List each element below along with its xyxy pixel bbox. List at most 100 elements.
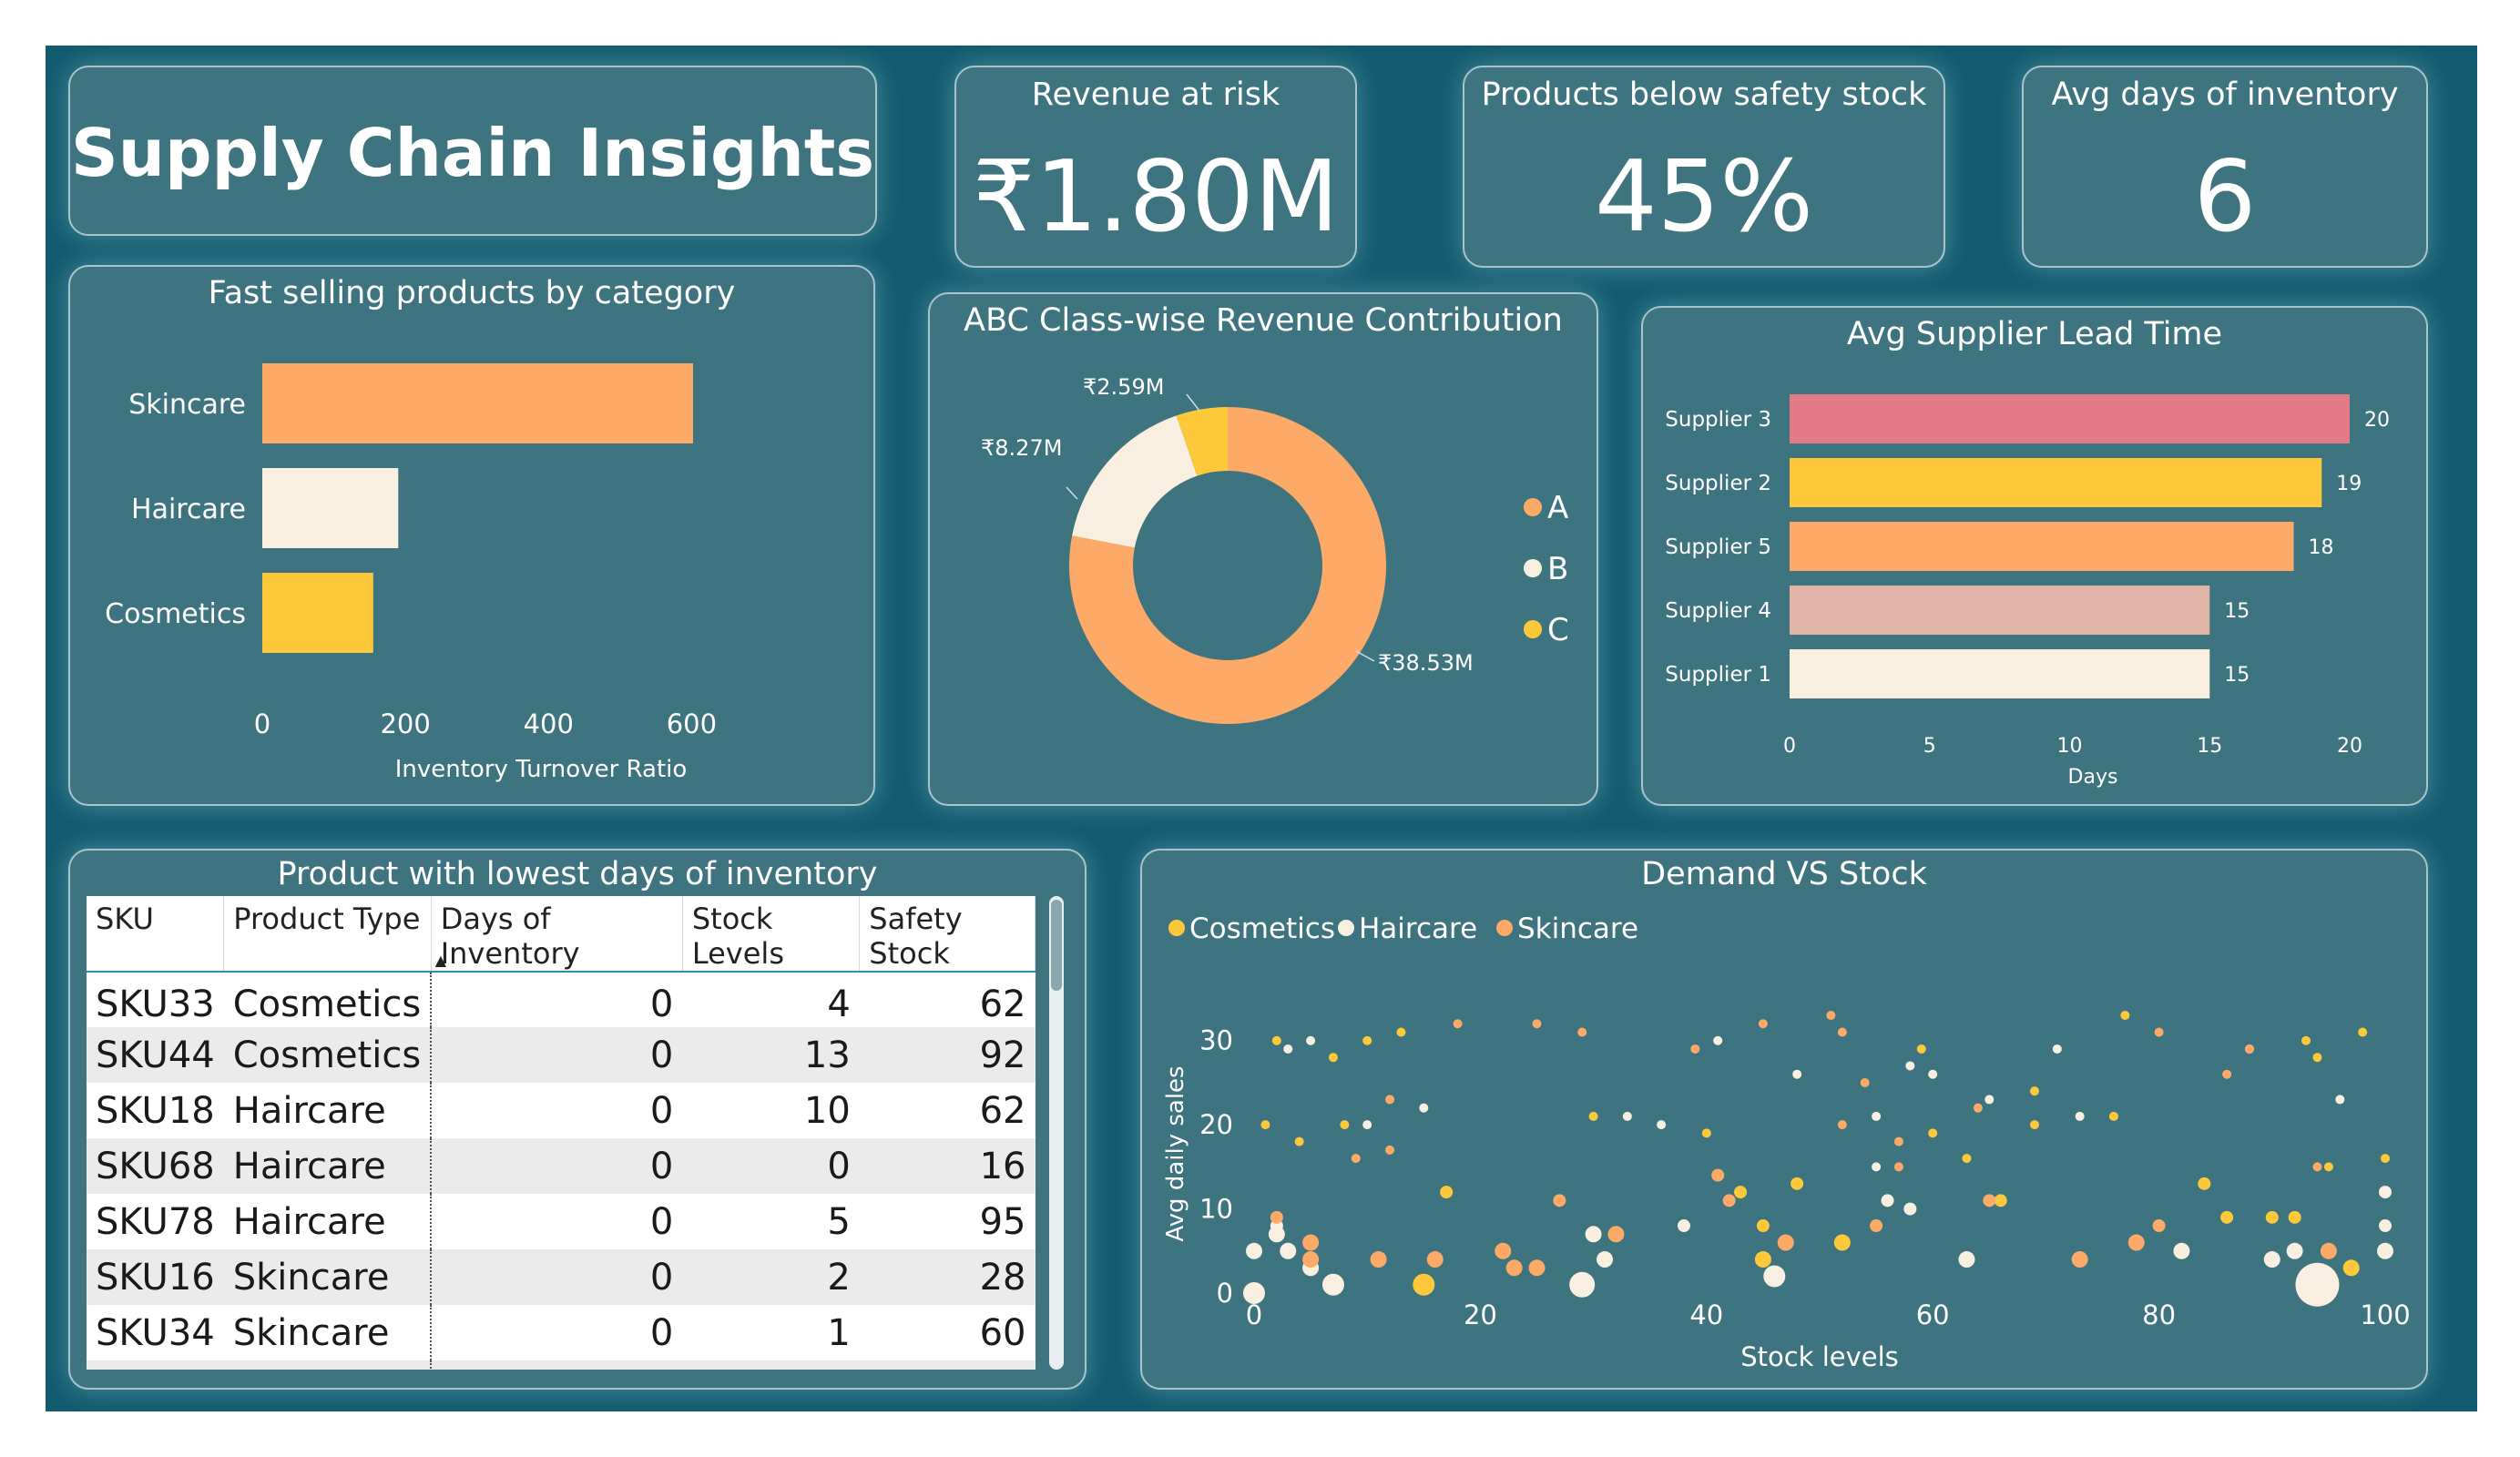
scatter-point-cosmetics[interactable]	[1754, 1251, 1771, 1269]
kpi-below-safety-stock[interactable]: Products below safety stock 45%	[1463, 66, 1945, 268]
scatter-point-cosmetics[interactable]	[2029, 1086, 2039, 1096]
scatter-point-cosmetics[interactable]	[2029, 1120, 2039, 1130]
scatter-point-cosmetics[interactable]	[2220, 1210, 2234, 1224]
scatter-point-skincare[interactable]	[1758, 1019, 1768, 1029]
scatter-point-skincare[interactable]	[1893, 1136, 1903, 1146]
table-row[interactable]: SKU16 Skincare 0 2 28	[87, 1249, 1036, 1305]
scatter-point-skincare[interactable]	[1385, 1095, 1395, 1105]
scatter-point-skincare[interactable]	[1270, 1210, 1283, 1224]
scatter-point-skincare[interactable]	[1870, 1219, 1883, 1233]
scatter-point-skincare[interactable]	[2154, 1027, 2164, 1037]
scatter-point-cosmetics[interactable]	[1701, 1128, 1711, 1138]
scatter-point-cosmetics[interactable]	[1440, 1186, 1454, 1199]
scatter-point-cosmetics[interactable]	[1396, 1027, 1406, 1037]
fast-selling-chart-card[interactable]: Fast selling products by category Skinca…	[68, 265, 875, 806]
scatter-point-haircare[interactable]	[2335, 1095, 2345, 1105]
column-header[interactable]: SKU	[87, 896, 225, 973]
scatter-point-haircare[interactable]	[1243, 1282, 1265, 1304]
scatter-point-skincare[interactable]	[1973, 1103, 1983, 1113]
scatter-point-skincare[interactable]	[2071, 1251, 2088, 1269]
scatter-point-skincare[interactable]	[1351, 1154, 1361, 1164]
scatter-point-cosmetics[interactable]	[1294, 1136, 1304, 1146]
scatter-point-haircare[interactable]	[1622, 1111, 1632, 1121]
scatter-point-haircare[interactable]	[1306, 1035, 1316, 1045]
scatter-point-cosmetics[interactable]	[2108, 1111, 2118, 1121]
scatter-point-haircare[interactable]	[1792, 1069, 1802, 1079]
scatter-point-skincare[interactable]	[1532, 1019, 1542, 1029]
scatter-point-haircare[interactable]	[1321, 1273, 1344, 1296]
scatter-point-haircare[interactable]	[2052, 1044, 2062, 1054]
scatter-point-skincare[interactable]	[1453, 1019, 1463, 1029]
scatter-point-cosmetics[interactable]	[2198, 1177, 2211, 1190]
column-header[interactable]: Product Type	[223, 896, 432, 973]
scatter-point-cosmetics[interactable]	[2381, 1154, 2390, 1164]
scatter-point-skincare[interactable]	[1385, 1145, 1395, 1155]
bar-supplier-5[interactable]	[1790, 522, 2294, 571]
scatter-point-cosmetics[interactable]	[2120, 1011, 2130, 1020]
scatter-point-cosmetics[interactable]	[1994, 1194, 2007, 1207]
scatter-point-cosmetics[interactable]	[2288, 1210, 2301, 1224]
scatter-point-haircare[interactable]	[1657, 1120, 1667, 1130]
scatter-point-cosmetics[interactable]	[1413, 1273, 1435, 1296]
table-scrollbar[interactable]	[1049, 896, 1064, 1370]
column-header[interactable]: Safety Stock	[859, 896, 1036, 973]
scatter-point-haircare[interactable]	[1677, 1219, 1690, 1233]
scatter-point-skincare[interactable]	[1860, 1077, 1870, 1087]
scatter-point-skincare[interactable]	[1777, 1234, 1794, 1251]
bar-haircare[interactable]	[262, 468, 399, 548]
scatter-point-cosmetics[interactable]	[1916, 1044, 1926, 1054]
supplier-lead-time-card[interactable]: Avg Supplier Lead Time Supplier 3 20 Suppl…	[1641, 306, 2428, 806]
abc-donut-card[interactable]: ABC Class-wise Revenue Contribution ₹38.…	[928, 292, 1598, 806]
scatter-point-haircare[interactable]	[1763, 1265, 1786, 1288]
bar-cosmetics[interactable]	[262, 573, 373, 653]
lowest-inventory-table-card[interactable]: Product with lowest days of inventory SK…	[68, 849, 1087, 1390]
table-row[interactable]: SKU34 Skincare 0 1 60	[87, 1305, 1036, 1360]
scatter-point-haircare[interactable]	[2286, 1242, 2303, 1259]
scatter-point-haircare[interactable]	[1268, 1226, 1285, 1243]
scatter-point-skincare[interactable]	[1711, 1168, 1725, 1182]
table-viewport[interactable]: SKU Product Type Days of Inventory ▲ Stock L…	[87, 896, 1036, 1370]
scatter-point-haircare[interactable]	[2173, 1242, 2190, 1259]
scatter-point-skincare[interactable]	[1826, 1011, 1836, 1020]
donut-slice-a[interactable]	[1069, 407, 1386, 724]
bar-supplier-4[interactable]	[1790, 586, 2210, 635]
scatter-point-haircare[interactable]	[2379, 1219, 2392, 1233]
scatter-point-haircare[interactable]	[1958, 1251, 1975, 1269]
scatter-point-cosmetics[interactable]	[1328, 1053, 1338, 1063]
scatter-point-skincare[interactable]	[1983, 1194, 1996, 1207]
scatter-point-skincare[interactable]	[2222, 1069, 2232, 1079]
scatter-point-cosmetics[interactable]	[2358, 1027, 2368, 1037]
scatter-point-skincare[interactable]	[1577, 1027, 1587, 1037]
bar-skincare[interactable]	[262, 363, 693, 443]
scatter-point-haircare[interactable]	[1872, 1111, 1882, 1121]
scatter-point-cosmetics[interactable]	[1260, 1120, 1270, 1130]
scatter-point-skincare[interactable]	[1607, 1226, 1625, 1243]
scatter-point-haircare[interactable]	[1362, 1120, 1372, 1130]
scatter-point-cosmetics[interactable]	[2265, 1210, 2279, 1224]
kpi-revenue-at-risk[interactable]: Revenue at risk ₹1.80M	[954, 66, 1357, 268]
scatter-point-haircare[interactable]	[1881, 1194, 1894, 1207]
scatter-point-skincare[interactable]	[1837, 1027, 1847, 1037]
table-row[interactable]: SKU4Skincare0587	[87, 1360, 1036, 1370]
scatter-point-cosmetics[interactable]	[1928, 1128, 1938, 1138]
column-header[interactable]: Days of Inventory ▲	[431, 896, 683, 973]
scatter-point-skincare[interactable]	[2312, 1162, 2322, 1172]
scatter-point-cosmetics[interactable]	[1271, 1035, 1281, 1045]
scatter-point-skincare[interactable]	[1722, 1194, 1736, 1207]
scatter-point-skincare[interactable]	[1505, 1259, 1523, 1277]
scatter-point-skincare[interactable]	[1893, 1162, 1903, 1172]
scatter-point-haircare[interactable]	[1283, 1044, 1293, 1054]
bar-supplier-1[interactable]	[1790, 649, 2210, 698]
scatter-point-cosmetics[interactable]	[1340, 1120, 1350, 1130]
kpi-avg-days-inventory[interactable]: Avg days of inventory 6	[2022, 66, 2428, 268]
scatter-point-cosmetics[interactable]	[1962, 1154, 1972, 1164]
scatter-point-skincare[interactable]	[1690, 1044, 1700, 1054]
scatter-point-skincare[interactable]	[2152, 1219, 2166, 1233]
scatter-point-haircare[interactable]	[2075, 1111, 2085, 1121]
scatter-point-haircare[interactable]	[1872, 1162, 1882, 1172]
scatter-point-skincare[interactable]	[1495, 1242, 1512, 1259]
scatter-point-haircare[interactable]	[1597, 1251, 1614, 1269]
scatter-point-haircare[interactable]	[1569, 1271, 1596, 1298]
table-row[interactable]: SKU44 Cosmetics 0 13 92	[87, 1027, 1036, 1083]
bar-supplier-2[interactable]	[1790, 458, 2322, 507]
